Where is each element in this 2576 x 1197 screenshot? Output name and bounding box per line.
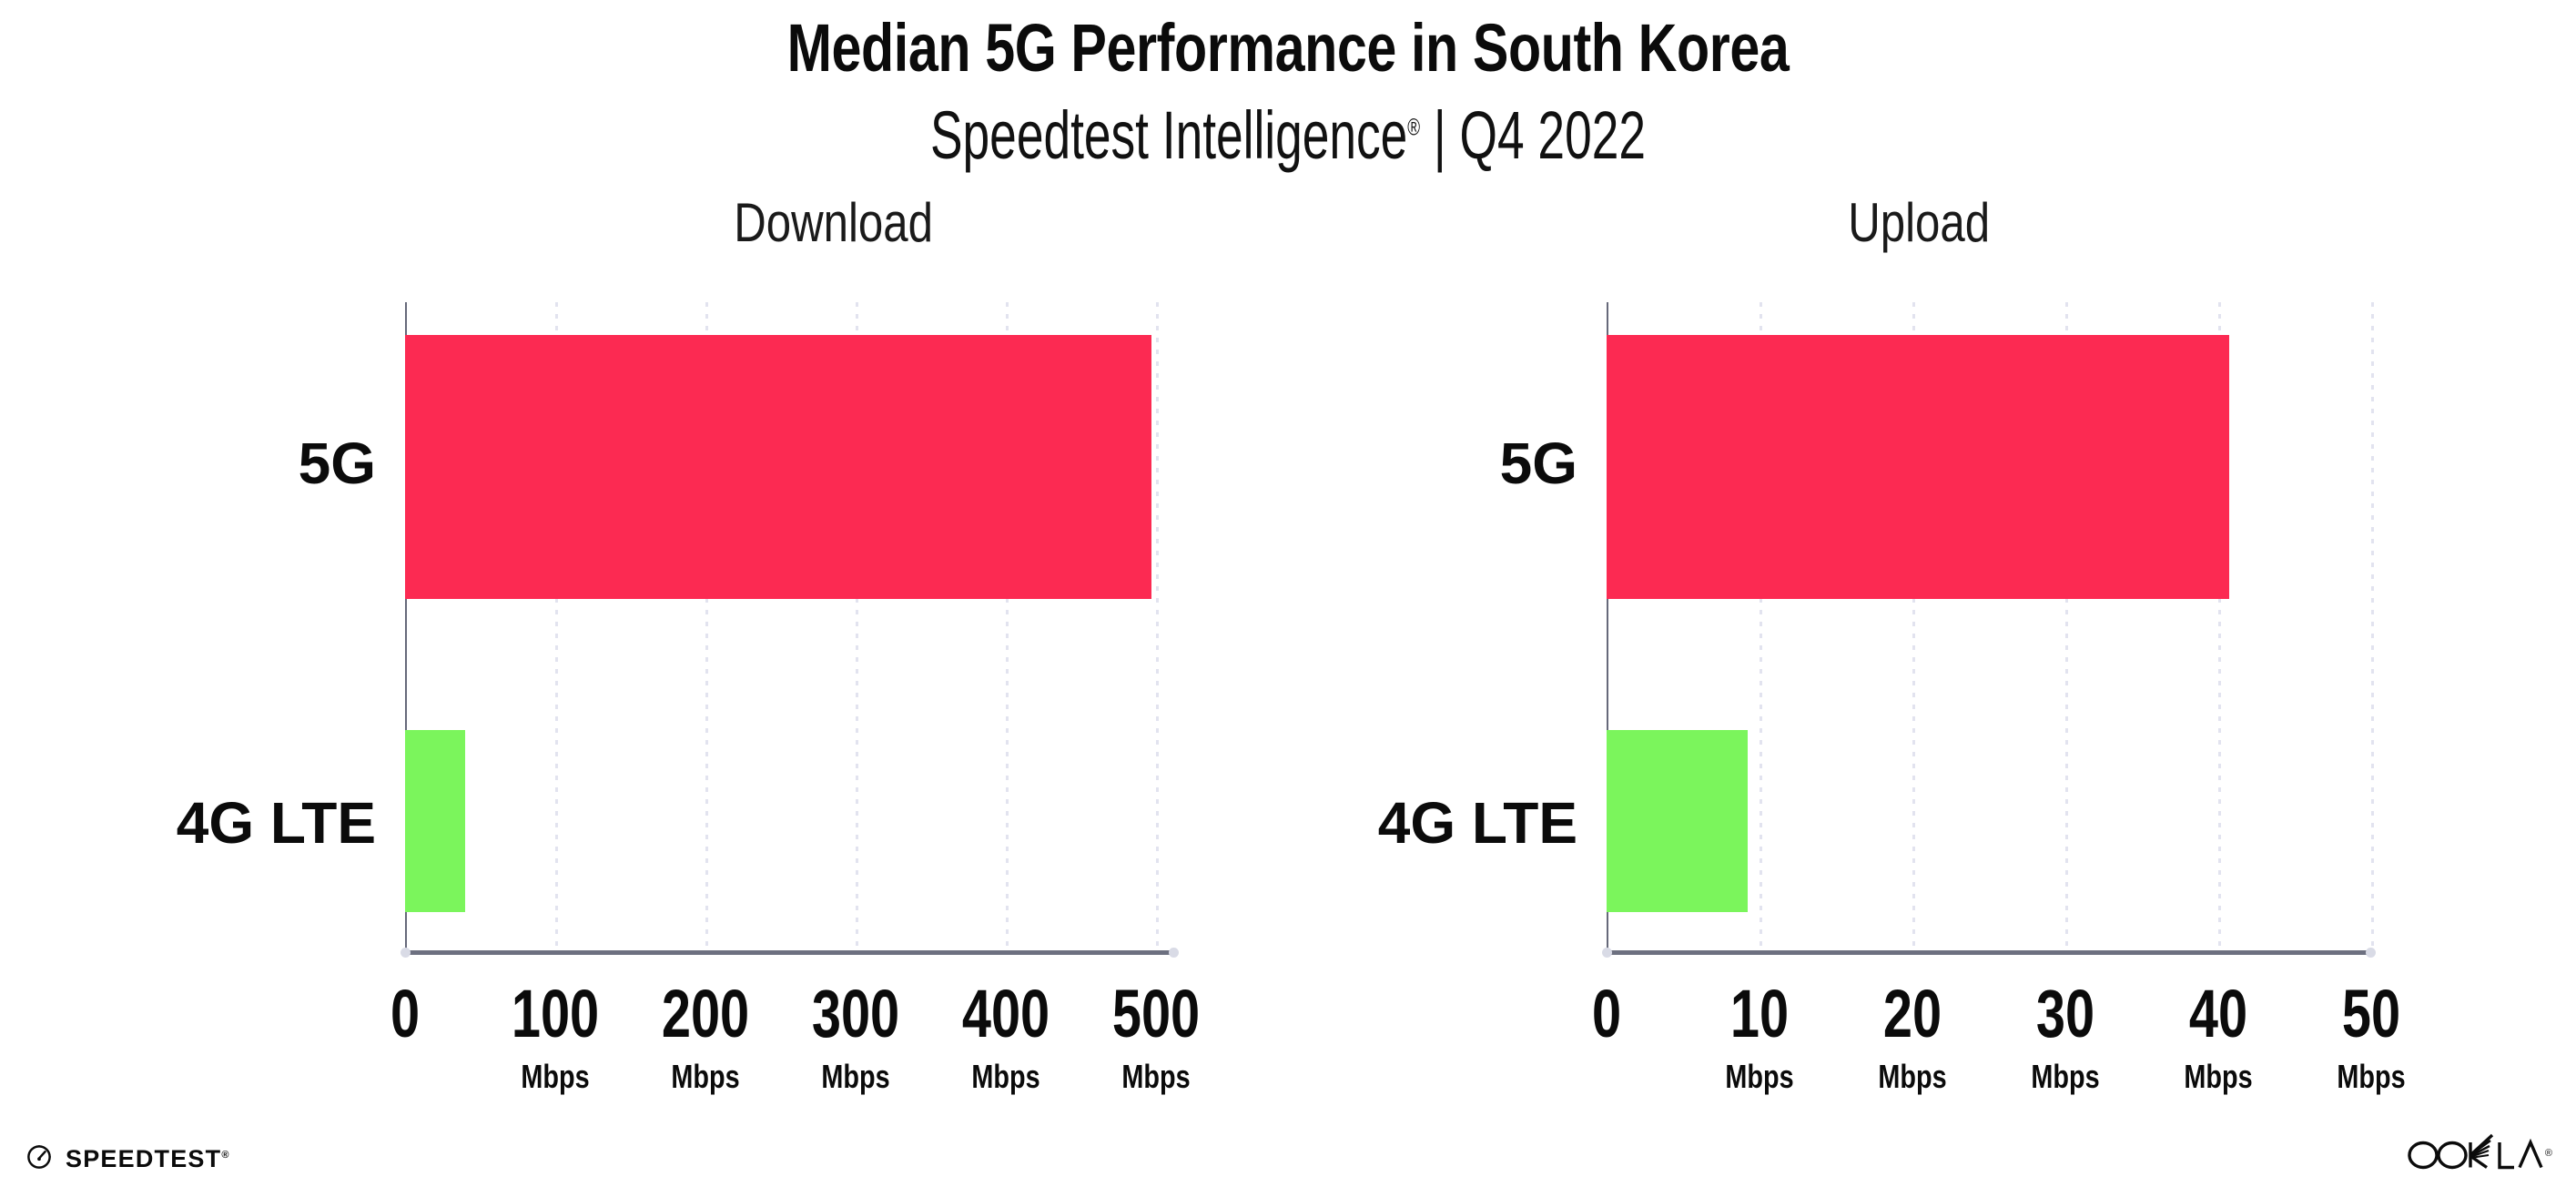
subtitle-product: Speedtest Intelligence — [930, 97, 1408, 173]
tick-unit: Mbps — [2184, 1058, 2253, 1095]
tick-unit: Mbps — [521, 1058, 590, 1095]
gridline-400 — [1006, 302, 1009, 955]
tick-upload-50: 50 Mbps — [2328, 980, 2414, 1093]
tick-value: 100 — [511, 976, 600, 1051]
gridline-50 — [2371, 302, 2374, 955]
tick-download-400: 400 Mbps — [949, 980, 1061, 1093]
chart-title: Median 5G Performance in South Korea — [786, 10, 1790, 86]
tick-unit: Mbps — [2337, 1058, 2406, 1095]
tick-upload-40: 40 Mbps — [2175, 980, 2261, 1093]
tick-unit: Mbps — [1121, 1058, 1191, 1095]
plot-area-download: 5G 4G LTE 0 100 Mbps 200 Mbps 300 — [177, 302, 1200, 1093]
tick-download-300: 300 Mbps — [799, 980, 911, 1093]
tick-unit: Mbps — [1878, 1058, 1947, 1095]
speedtest-wordmark: SPEEDTEST® — [66, 1145, 228, 1173]
bar-download-5g — [405, 335, 1151, 599]
tick-download-100: 100 Mbps — [499, 980, 611, 1093]
tick-value: 200 — [661, 976, 750, 1051]
tick-unit: Mbps — [971, 1058, 1040, 1095]
gridline-10 — [1760, 302, 1762, 955]
bar-upload-4glte — [1607, 730, 1748, 912]
gridline-100 — [555, 302, 558, 955]
speedtest-logo: SPEEDTEST® — [25, 1143, 228, 1175]
panel-upload: Upload 5G 4G LTE 0 10 Mbps — [1365, 191, 2439, 1111]
ookla-logo: ® — [2405, 1131, 2552, 1177]
registered-mark-icon: ® — [1407, 113, 1421, 141]
x-axis-line — [401, 948, 1179, 958]
tick-upload-30: 30 Mbps — [2023, 980, 2108, 1093]
tick-download-500: 500 Mbps — [1100, 980, 1212, 1093]
bar-download-4glte — [405, 730, 465, 912]
panel-download: Download 5G 4G LTE 0 100 Mbps — [164, 191, 1238, 1111]
chart-header: Median 5G Performance in South Korea Spe… — [0, 0, 2576, 169]
x-axis-line — [1602, 948, 2376, 958]
registered-mark-icon: ® — [221, 1150, 229, 1161]
tick-value: 10 — [1729, 976, 1790, 1051]
bar-upload-5g — [1607, 335, 2229, 599]
tick-upload-20: 20 Mbps — [1870, 980, 1955, 1093]
category-label-5g: 5G — [298, 431, 376, 496]
panel-heading-upload: Upload — [1848, 192, 1991, 253]
tick-value: 50 — [2341, 976, 2401, 1051]
tick-value: 300 — [811, 976, 900, 1051]
tick-value: 400 — [961, 976, 1050, 1051]
category-label-4glte: 4G LTE — [1377, 790, 1577, 856]
gridline-20 — [1912, 302, 1915, 955]
gridline-30 — [2065, 302, 2068, 955]
tick-upload-10: 10 Mbps — [1717, 980, 1802, 1093]
tick-unit: Mbps — [1725, 1058, 1794, 1095]
registered-mark-icon: ® — [2544, 1148, 2552, 1159]
x-axis-ticks-upload: 0 10 Mbps 20 Mbps 30 Mbps 40 Mbps — [1592, 980, 2406, 1126]
gridline-40 — [2218, 302, 2221, 955]
gridline-200 — [705, 302, 708, 955]
speedtest-word-text: SPEEDTEST — [66, 1145, 222, 1172]
tick-value: 30 — [2035, 976, 2095, 1051]
tick-unit: Mbps — [821, 1058, 890, 1095]
y-axis-line — [1607, 302, 1608, 955]
tick-value: 20 — [1882, 976, 1942, 1051]
tick-value: 0 — [1591, 976, 1622, 1051]
ookla-wordmark-icon — [2405, 1131, 2543, 1177]
category-label-4glte: 4G LTE — [176, 790, 376, 856]
tick-download-200: 200 Mbps — [649, 980, 761, 1093]
tick-value: 500 — [1111, 976, 1201, 1051]
tick-value: 40 — [2188, 976, 2248, 1051]
tick-unit: Mbps — [2031, 1058, 2100, 1095]
y-axis-line — [405, 302, 407, 955]
subtitle-period: | Q4 2022 — [1420, 97, 1646, 173]
plot-area-upload: 5G 4G LTE 0 10 Mbps 20 Mbps 30 Mbp — [1378, 302, 2406, 1093]
speedometer-icon — [25, 1143, 53, 1175]
x-axis-ticks-download: 0 100 Mbps 200 Mbps 300 Mbps 400 Mbps — [390, 980, 1200, 1126]
panel-heading-download: Download — [734, 192, 934, 253]
category-label-5g: 5G — [1499, 431, 1577, 496]
chart-subtitle: Speedtest Intelligence® | Q4 2022 — [360, 102, 2216, 169]
gridline-300 — [856, 302, 858, 955]
tick-download-0: 0 — [386, 980, 423, 1060]
gridline-500 — [1156, 302, 1159, 955]
tick-upload-0: 0 — [1587, 980, 1625, 1060]
tick-unit: Mbps — [671, 1058, 740, 1095]
tick-value: 0 — [390, 976, 421, 1051]
